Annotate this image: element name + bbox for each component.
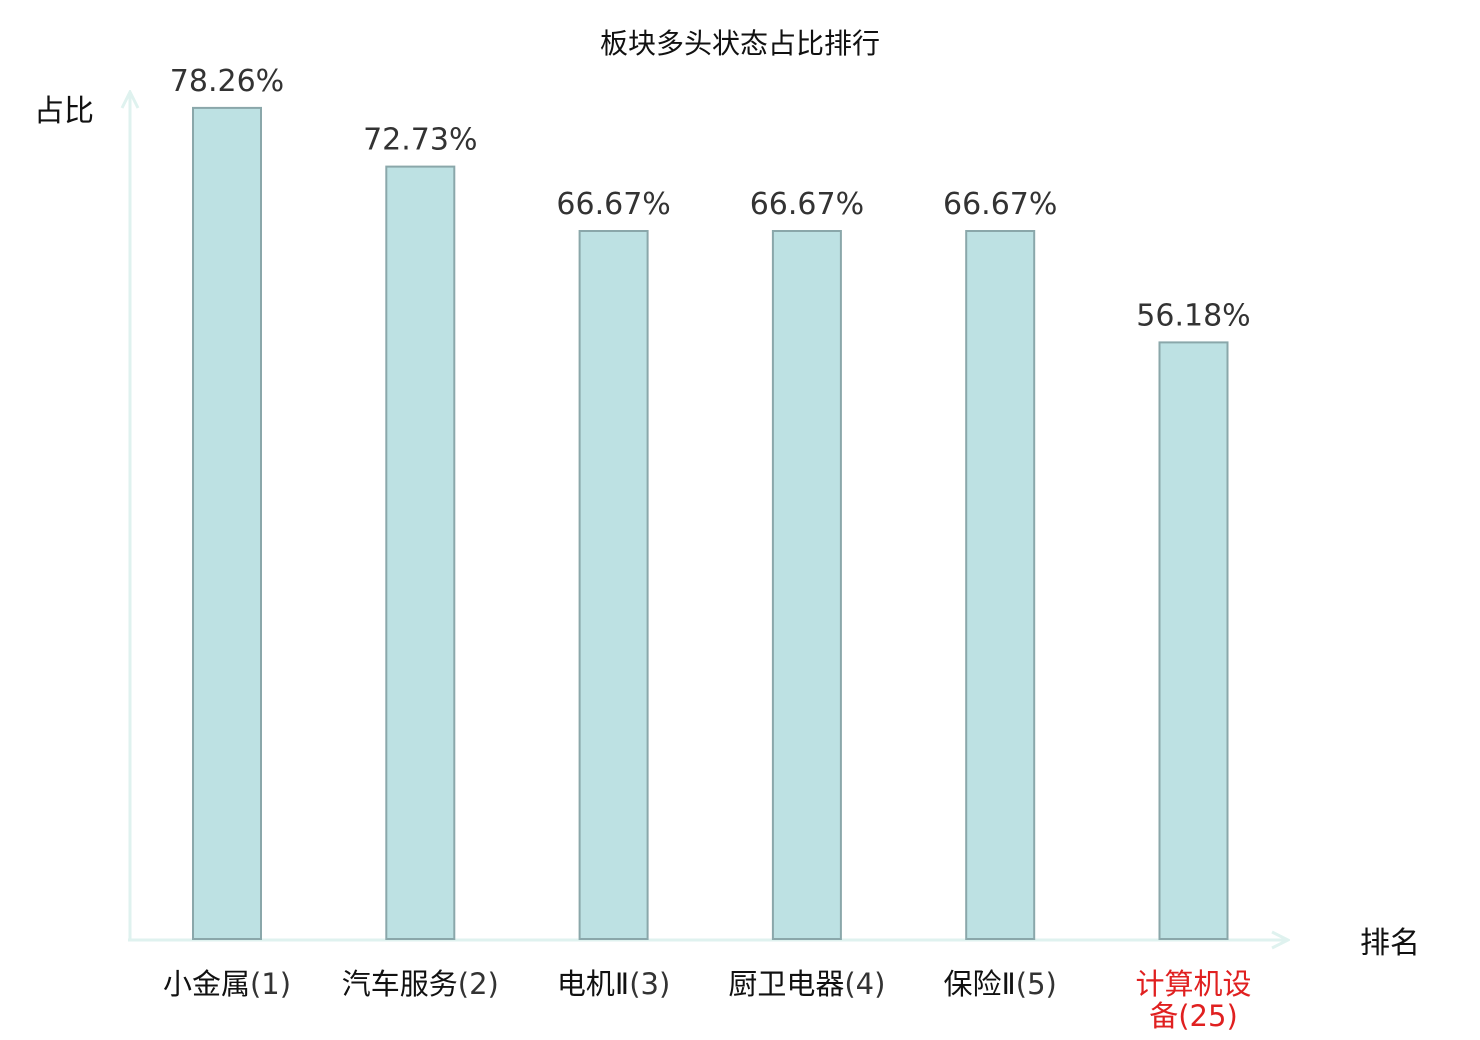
value-label-1: 78.26% [170, 64, 284, 99]
bar-5 [965, 230, 1036, 940]
value-label-6: 56.18% [1136, 298, 1250, 333]
bar-2 [385, 165, 456, 941]
value-label-4: 66.67% [750, 187, 864, 222]
category-labels-group: 小金属(1) 汽车服务(2) 电机Ⅱ(3) 厨卫电器(4) 保险Ⅱ(5) 计算机设备(25… [163, 967, 1252, 1033]
category-label-1: 小金属(1) [163, 967, 291, 1001]
bar-1 [192, 106, 262, 940]
category-label-3: 电机Ⅱ(3) [557, 967, 670, 1001]
category-label-2: 汽车服务(2) [342, 967, 499, 1001]
value-label-2: 72.73% [363, 123, 477, 158]
x-axis-label: 排名 [1360, 926, 1420, 961]
bar-3 [578, 230, 649, 940]
category-label-5: 保险Ⅱ(5) [944, 967, 1057, 1001]
value-labels-group: 78.26% 72.73% 66.67% 66.67% 66.67% 56.18% [170, 64, 1251, 333]
value-label-5: 66.67% [943, 187, 1057, 222]
bar-4 [771, 230, 842, 940]
bar-6 [1158, 341, 1229, 940]
chart-title: 板块多头状态占比排行 [600, 27, 880, 60]
value-label-3: 66.67% [556, 187, 670, 222]
category-label-4: 厨卫电器(4) [728, 967, 885, 1001]
category-label-6: 计算机设备(25) [1135, 967, 1251, 1033]
bars-group [192, 106, 1229, 941]
y-axis-label: 占比 [34, 94, 94, 129]
